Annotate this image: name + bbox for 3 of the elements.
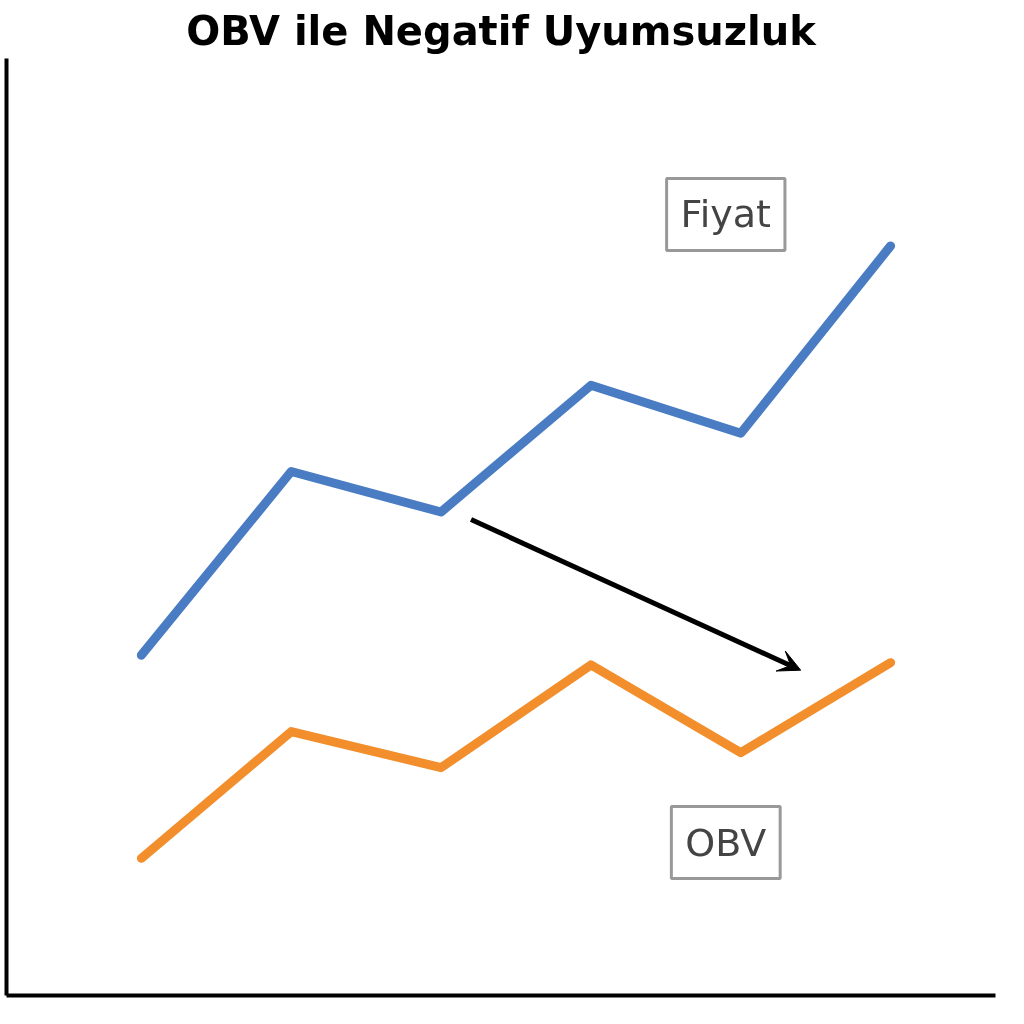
chart-title: OBV ile Negatif Uyumsuzluk	[186, 7, 818, 54]
series-label: OBV	[685, 820, 767, 865]
text: Fiyat	[680, 192, 771, 237]
